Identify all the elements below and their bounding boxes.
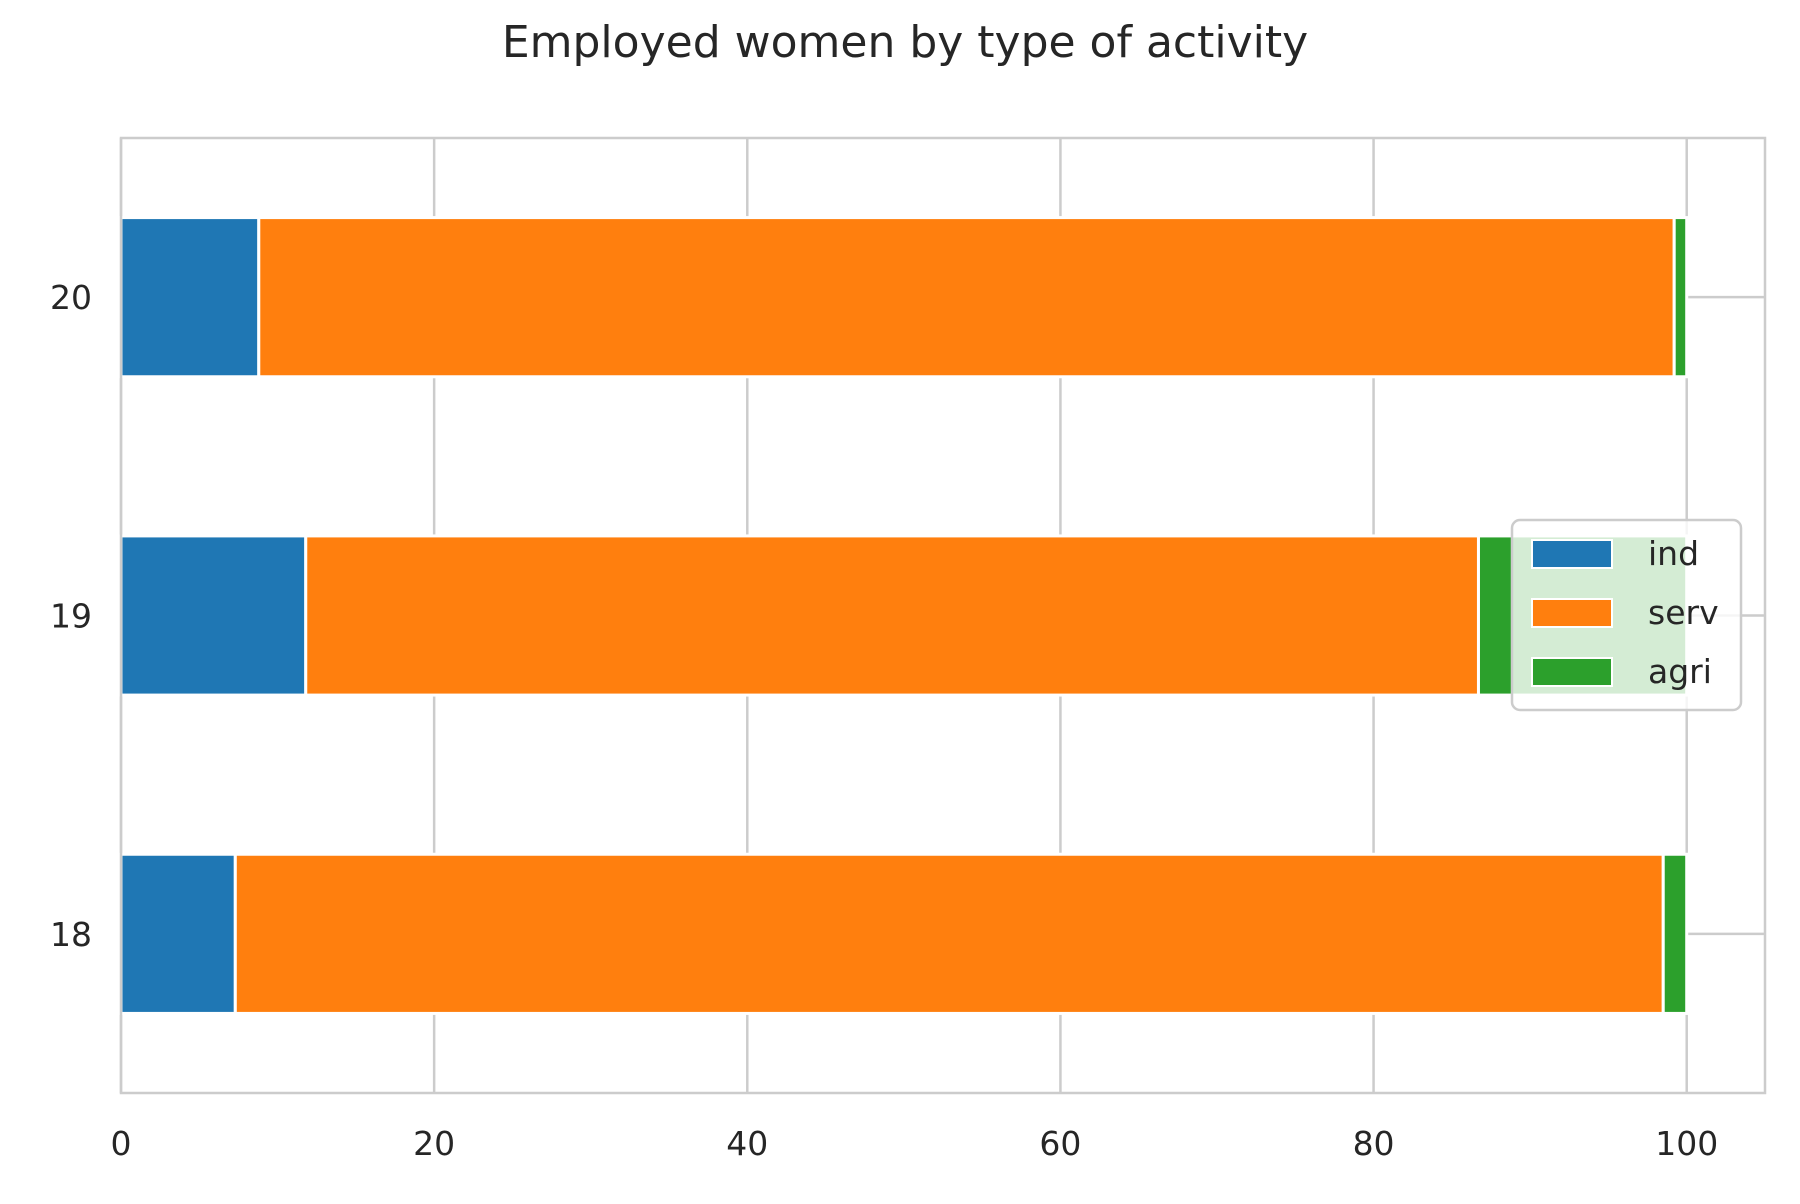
legend-label-ind: ind xyxy=(1648,534,1699,573)
x-tick-label-1: 20 xyxy=(413,1124,455,1163)
legend-swatch-serv xyxy=(1531,598,1613,628)
bar-ind-19 xyxy=(119,534,308,697)
y-tick-label-19: 19 xyxy=(50,597,92,636)
bar-ind-18 xyxy=(119,852,237,1015)
x-tick-label-4: 80 xyxy=(1353,1124,1395,1163)
bar-ind-20 xyxy=(119,216,261,379)
bar-serv-19 xyxy=(304,534,1480,697)
legend-label-serv: serv xyxy=(1648,593,1719,632)
y-tick-label-18: 18 xyxy=(50,915,92,954)
legend-label-agri: agri xyxy=(1648,652,1712,691)
legend-swatch-ind xyxy=(1531,539,1613,569)
bar-agri-20 xyxy=(1672,216,1689,379)
x-tick-label-3: 60 xyxy=(1039,1124,1081,1163)
y-tick-label-20: 20 xyxy=(50,278,92,317)
legend: ind serv agri xyxy=(1510,518,1743,712)
x-tick-label-2: 40 xyxy=(726,1124,768,1163)
bar-agri-18 xyxy=(1661,852,1689,1015)
bar-serv-20 xyxy=(257,216,1676,379)
bar-serv-18 xyxy=(233,852,1665,1015)
x-tick-label-0: 0 xyxy=(111,1124,132,1163)
x-tick-label-5: 100 xyxy=(1655,1124,1718,1163)
chart-title: Employed women by type of activity xyxy=(502,17,1308,68)
legend-swatch-agri xyxy=(1531,657,1613,687)
plot-frame xyxy=(119,136,1767,1095)
axes-layer: 0 20 40 60 80 100 18 19 20 xyxy=(50,136,1767,1163)
bars-layer xyxy=(119,216,1689,1015)
